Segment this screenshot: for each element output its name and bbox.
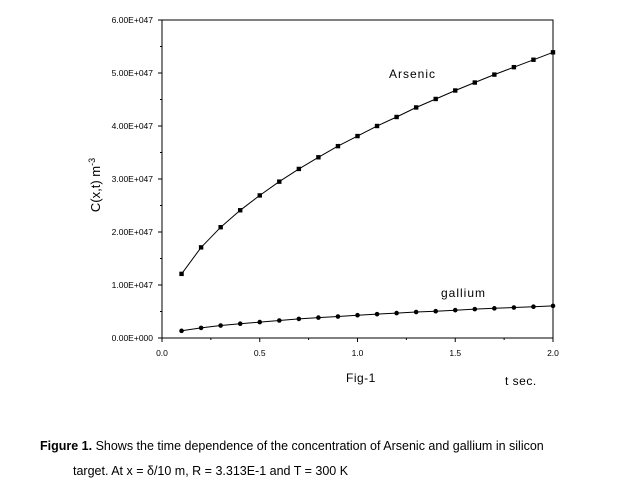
- data-point-arsenic: [492, 72, 497, 77]
- data-point-gallium: [550, 303, 556, 309]
- figure-label: Fig-1: [346, 371, 376, 385]
- data-point-gallium: [492, 306, 497, 311]
- data-point-gallium: [511, 305, 517, 310]
- y-tick-label: 4.00E+047: [112, 121, 154, 131]
- data-point-gallium: [531, 304, 536, 310]
- data-point-gallium: [218, 323, 223, 328]
- caption-text-1: Shows the time dependence of the concent…: [92, 439, 544, 453]
- data-point-gallium: [277, 318, 282, 323]
- caption-text-2: target. At x = δ/10 m, R = 3.313E-1 and …: [73, 464, 349, 478]
- x-tick-label: 2.0: [547, 348, 559, 358]
- series-line-gallium: [181, 305, 554, 332]
- y-tick-label: 0.00E+000: [112, 333, 154, 343]
- caption-label: Figure 1.: [40, 439, 93, 453]
- data-point-gallium: [335, 314, 341, 319]
- y-tick-label: 2.00E+047: [112, 227, 154, 237]
- plot-frame: [161, 19, 554, 339]
- data-point-gallium: [237, 321, 243, 326]
- y-axis-label: C(x,t) m-3: [87, 158, 103, 212]
- series-label-arsenic: Arsenic: [389, 67, 436, 81]
- y-axis-label-text: C(x,t) m: [88, 166, 103, 212]
- caption-line-2: target. At x = δ/10 m, R = 3.313E-1 and …: [40, 459, 610, 484]
- data-point-arsenic: [433, 96, 438, 102]
- data-point-arsenic: [355, 133, 360, 139]
- series-label-gallium: gallium: [441, 286, 486, 300]
- data-point-gallium: [452, 307, 458, 313]
- x-tick-label: 0.0: [156, 348, 168, 358]
- x-axis: 0.0 0.5 1.0 1.5 2.0: [156, 338, 559, 358]
- x-axis-label: t sec.: [505, 374, 537, 388]
- y-axis: 0.00E+000 1.00E+047 2.00E+047 3.00E+047 4.00…: [112, 15, 162, 343]
- data-point-arsenic: [316, 155, 321, 160]
- series-line-arsenic: [181, 51, 554, 275]
- data-point-gallium: [355, 312, 360, 318]
- data-point-arsenic: [335, 143, 341, 149]
- data-point-arsenic: [394, 114, 399, 120]
- data-point-gallium: [198, 325, 204, 331]
- data-point-gallium: [296, 316, 302, 322]
- data-point-gallium: [394, 310, 399, 316]
- data-point-arsenic: [550, 50, 556, 55]
- data-point-arsenic: [413, 105, 419, 110]
- svg-text:C(x,t) m-3: C(x,t) m-3: [87, 158, 103, 212]
- data-point-arsenic: [257, 193, 262, 198]
- data-point-gallium: [257, 319, 263, 325]
- data-point-gallium: [413, 309, 419, 315]
- data-point-gallium: [179, 328, 184, 334]
- y-tick-label: 5.00E+047: [112, 68, 154, 78]
- data-point-arsenic: [198, 245, 204, 250]
- y-tick-label: 3.00E+047: [112, 174, 154, 184]
- data-point-arsenic: [453, 88, 458, 93]
- data-point-arsenic: [179, 271, 184, 277]
- data-point-gallium: [433, 308, 439, 314]
- x-tick-label: 1.5: [449, 348, 461, 358]
- chart: 0.0 0.5 1.0 1.5 2.0 0.00E+000 1.00E+047 2.00E+…: [87, 15, 559, 388]
- y-tick-label: 6.00E+047: [112, 15, 154, 25]
- data-point-arsenic: [277, 179, 282, 184]
- data-point-arsenic: [238, 208, 243, 213]
- data-point-arsenic: [374, 123, 380, 129]
- data-point-gallium: [316, 315, 321, 320]
- data-point-arsenic: [531, 57, 536, 62]
- data-point-arsenic: [218, 225, 223, 230]
- data-point-arsenic: [296, 166, 302, 172]
- x-tick-label: 0.5: [254, 348, 266, 358]
- figure-caption: Figure 1. Shows the time dependence of t…: [40, 434, 610, 484]
- data-point-gallium: [472, 306, 478, 312]
- x-tick-label: 1.0: [352, 348, 364, 358]
- data-point-arsenic: [511, 64, 517, 70]
- data-point-gallium: [374, 311, 380, 317]
- y-axis-label-superscript: -3: [87, 158, 97, 166]
- y-tick-label: 1.00E+047: [112, 280, 154, 290]
- caption-line-1: Figure 1. Shows the time dependence of t…: [40, 434, 610, 459]
- series-layer: [179, 50, 556, 334]
- data-point-arsenic: [472, 80, 477, 85]
